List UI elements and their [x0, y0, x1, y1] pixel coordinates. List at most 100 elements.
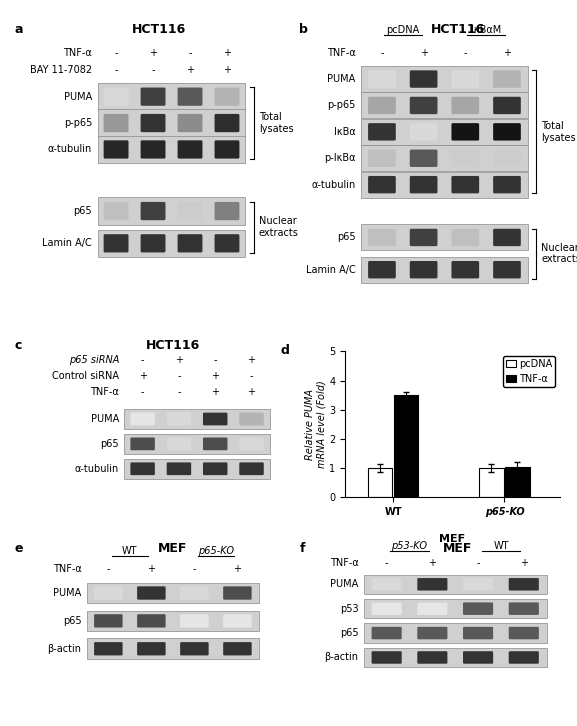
FancyBboxPatch shape [137, 642, 166, 656]
Text: PUMA: PUMA [64, 91, 92, 102]
Text: +: + [234, 563, 241, 574]
Text: Lamin A/C: Lamin A/C [306, 265, 356, 274]
FancyBboxPatch shape [493, 70, 521, 88]
FancyBboxPatch shape [368, 229, 396, 246]
FancyBboxPatch shape [178, 140, 203, 158]
FancyBboxPatch shape [417, 603, 447, 615]
Text: +: + [428, 558, 436, 568]
FancyBboxPatch shape [463, 651, 493, 664]
FancyBboxPatch shape [368, 150, 396, 167]
FancyBboxPatch shape [493, 176, 521, 193]
FancyBboxPatch shape [410, 229, 437, 246]
FancyBboxPatch shape [410, 70, 437, 88]
Text: -: - [463, 48, 467, 57]
FancyBboxPatch shape [417, 627, 447, 640]
FancyBboxPatch shape [203, 438, 227, 450]
Text: p-p65: p-p65 [64, 118, 92, 128]
FancyBboxPatch shape [368, 97, 396, 114]
FancyBboxPatch shape [493, 229, 521, 246]
FancyBboxPatch shape [167, 462, 191, 475]
Text: p-IκBα: p-IκBα [324, 153, 356, 163]
FancyBboxPatch shape [372, 603, 402, 615]
Text: -: - [141, 355, 144, 365]
Text: p65: p65 [63, 616, 81, 626]
Text: Nuclear
extracts: Nuclear extracts [541, 242, 577, 264]
Text: p53: p53 [340, 604, 358, 613]
FancyBboxPatch shape [130, 412, 155, 425]
Text: Nuclear
extracts: Nuclear extracts [259, 216, 299, 238]
FancyBboxPatch shape [141, 234, 166, 253]
Text: PUMA: PUMA [53, 588, 81, 598]
Text: -: - [250, 371, 253, 381]
Text: +: + [211, 388, 219, 397]
Text: Control siRNA: Control siRNA [52, 371, 119, 381]
FancyBboxPatch shape [104, 114, 129, 132]
Text: BAY 11-7082: BAY 11-7082 [30, 65, 92, 76]
Bar [125, 434, 269, 454]
Text: PUMA: PUMA [328, 74, 356, 84]
Bar [125, 459, 269, 478]
FancyBboxPatch shape [493, 261, 521, 279]
Text: HCT116: HCT116 [146, 339, 200, 352]
FancyBboxPatch shape [239, 412, 264, 425]
Text: +: + [211, 371, 219, 381]
FancyBboxPatch shape [372, 578, 402, 590]
Text: p65: p65 [74, 206, 92, 216]
Text: HCT116: HCT116 [132, 23, 186, 36]
Text: +: + [419, 48, 428, 57]
FancyBboxPatch shape [141, 140, 166, 158]
Text: Total
lysates: Total lysates [541, 121, 576, 142]
Text: a: a [14, 23, 23, 36]
FancyBboxPatch shape [215, 140, 239, 158]
FancyBboxPatch shape [178, 234, 203, 253]
FancyBboxPatch shape [451, 123, 479, 141]
Text: α-tubulin: α-tubulin [48, 144, 92, 155]
Text: +: + [138, 371, 147, 381]
FancyBboxPatch shape [178, 114, 203, 132]
Text: p65: p65 [340, 628, 358, 638]
Text: -: - [477, 558, 480, 568]
Text: Lamin A/C: Lamin A/C [43, 238, 92, 248]
FancyBboxPatch shape [94, 642, 122, 656]
FancyBboxPatch shape [178, 88, 203, 106]
Bar [98, 83, 245, 110]
Text: -: - [380, 48, 384, 57]
FancyBboxPatch shape [451, 261, 479, 279]
FancyBboxPatch shape [180, 587, 209, 600]
FancyBboxPatch shape [167, 412, 191, 425]
FancyBboxPatch shape [180, 614, 209, 627]
Text: p53-KO: p53-KO [392, 541, 428, 551]
FancyBboxPatch shape [493, 97, 521, 114]
Text: -: - [107, 563, 110, 574]
FancyBboxPatch shape [223, 642, 252, 656]
Bar [98, 110, 245, 136]
Text: +: + [248, 355, 256, 365]
Text: +: + [223, 65, 231, 76]
FancyBboxPatch shape [167, 438, 191, 450]
Text: TNF-α: TNF-α [53, 563, 81, 574]
FancyBboxPatch shape [239, 462, 264, 475]
FancyBboxPatch shape [141, 114, 166, 132]
Text: -: - [385, 558, 388, 568]
FancyBboxPatch shape [178, 202, 203, 220]
Text: c: c [14, 339, 21, 352]
FancyBboxPatch shape [203, 462, 227, 475]
Text: α-tubulin: α-tubulin [75, 464, 119, 474]
FancyBboxPatch shape [509, 578, 539, 590]
FancyBboxPatch shape [141, 88, 166, 106]
Bar [361, 171, 528, 197]
Bar [98, 229, 245, 257]
Text: +: + [147, 563, 155, 574]
FancyBboxPatch shape [104, 140, 129, 158]
Text: p-p65: p-p65 [327, 100, 356, 110]
Text: HCT116: HCT116 [431, 23, 485, 36]
Text: WT: WT [493, 541, 509, 551]
Text: +: + [175, 355, 183, 365]
Text: β-actin: β-actin [324, 653, 358, 662]
FancyBboxPatch shape [104, 202, 129, 220]
Text: MEF: MEF [443, 542, 473, 555]
FancyBboxPatch shape [94, 587, 122, 600]
Bar [361, 92, 528, 118]
FancyBboxPatch shape [203, 412, 227, 425]
Bar [364, 575, 546, 594]
